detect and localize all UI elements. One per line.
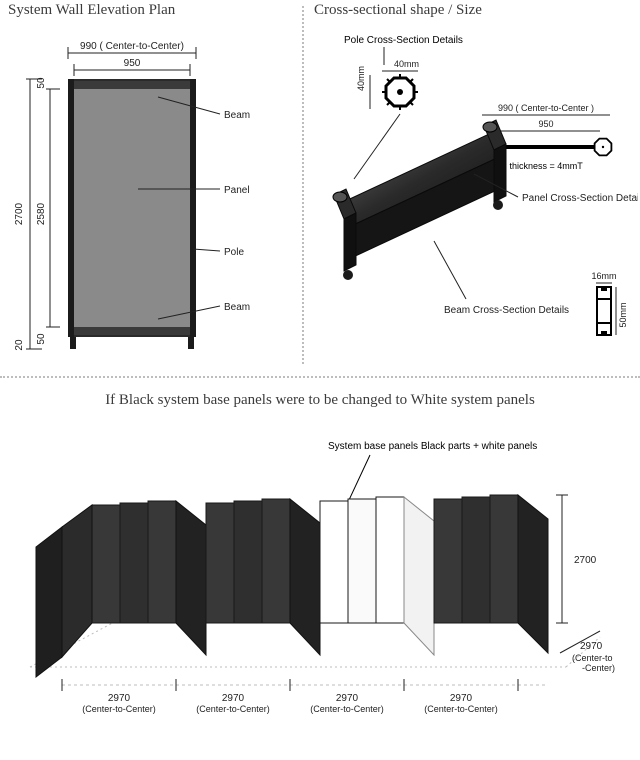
cross-title: Cross-sectional shape / Size: [314, 2, 636, 19]
white-panels-title: If Black system base panels were to be c…: [0, 388, 640, 409]
white-panels-section: If Black system base panels were to be c…: [0, 388, 640, 758]
pole-profile-icon: [382, 74, 418, 110]
dim-950: 950: [124, 58, 141, 69]
dim-50-top: 50: [36, 77, 47, 89]
beam-profile-icon: [597, 287, 611, 335]
dim-2580: 2580: [36, 202, 47, 225]
label-beam-detail: Beam Cross-Section Details: [444, 305, 569, 316]
cross-diagram: Pole Cross-Section Details 40mm 40mm: [314, 19, 638, 369]
horizontal-divider: [0, 376, 640, 378]
panel-3d-render: [333, 120, 506, 280]
label-panel-detail: Panel Cross-Section Details: [522, 193, 638, 204]
dim-w3: 2970: [336, 693, 359, 704]
svg-text:(Center-to-Center): (Center-to-Center): [82, 704, 156, 714]
dim-950-cross: 950: [538, 119, 553, 129]
svg-text:(Center-to-Center): (Center-to-Center): [424, 704, 498, 714]
dim-pole-w: 40mm: [394, 59, 419, 69]
dim-990: 990 ( Center-to-Center): [80, 41, 184, 52]
dim-h-2700: 2700: [574, 555, 597, 566]
dim-20: 20: [14, 339, 25, 351]
wall-panel: [74, 89, 190, 327]
pole-left: [68, 79, 74, 337]
label-pole-detail: Pole Cross-Section Details: [344, 35, 463, 46]
beam-top: [74, 81, 190, 89]
svg-text:(Center-to-Center): (Center-to-Center): [196, 704, 270, 714]
label-panel: Panel: [224, 185, 250, 196]
dim-w2: 2970: [222, 693, 245, 704]
dim-w1: 2970: [108, 693, 131, 704]
pole-right: [190, 79, 196, 337]
elevation-diagram: 990 ( Center-to-Center) 950: [8, 19, 308, 359]
booth-back-row: [36, 495, 548, 677]
beam-bottom: [74, 327, 190, 335]
svg-text:(Center-to-Center): (Center-to-Center): [310, 704, 384, 714]
booth-render: System base panels Black parts + white p…: [0, 409, 640, 749]
svg-text:(Center-to: (Center-to: [572, 653, 613, 663]
dim-beam-w: 16mm: [591, 271, 616, 281]
label-beam-bot: Beam: [224, 302, 250, 313]
dim-beam-h: 50mm: [618, 302, 628, 327]
dim-2700: 2700: [14, 202, 25, 225]
dim-depth-2970: 2970: [580, 641, 603, 652]
cross-section: Cross-sectional shape / Size Pole Cross-…: [314, 2, 636, 369]
caption-white-panels: System base panels Black parts + white p…: [328, 441, 537, 452]
top-row: System Wall Elevation Plan 990 ( Center-…: [0, 0, 640, 370]
label-beam-top: Beam: [224, 110, 250, 121]
label-pole: Pole: [224, 247, 244, 258]
dim-w4: 2970: [450, 693, 473, 704]
svg-text:-Center): -Center): [582, 663, 615, 673]
elevation-title: System Wall Elevation Plan: [8, 2, 308, 19]
elevation-section: System Wall Elevation Plan 990 ( Center-…: [8, 2, 308, 359]
dim-pole-h: 40mm: [356, 66, 366, 91]
dim-50-bot: 50: [36, 333, 47, 345]
vertical-divider: [302, 6, 304, 364]
dim-990-cross: 990 ( Center-to-Center ): [498, 103, 594, 113]
